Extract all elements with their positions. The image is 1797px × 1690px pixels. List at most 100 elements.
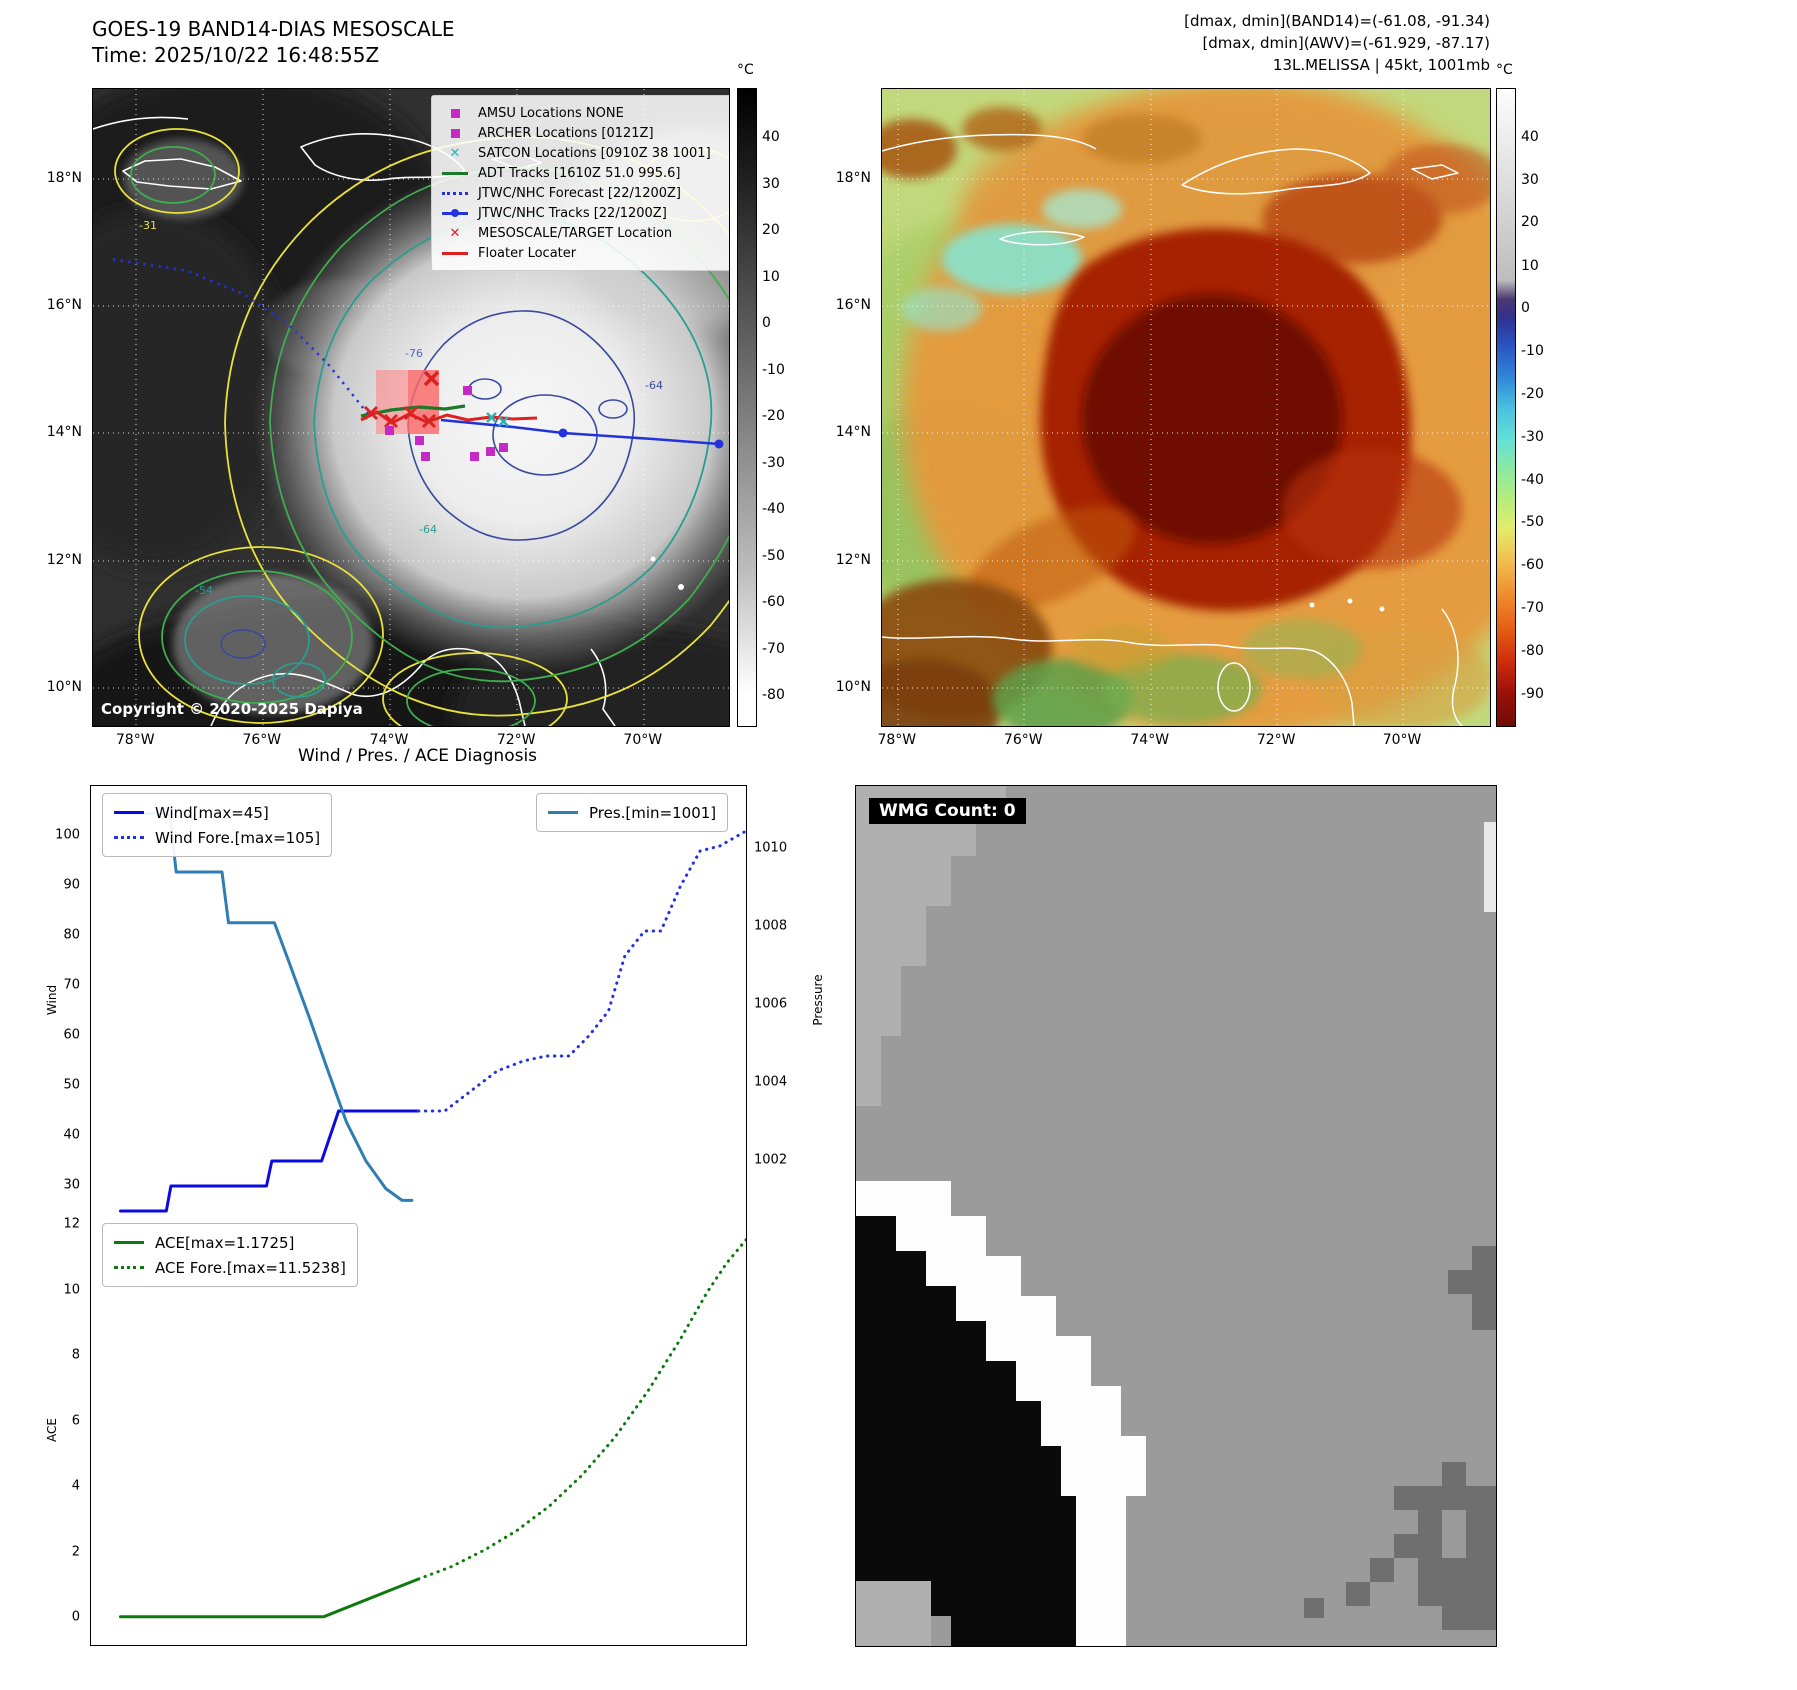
- band14-map: -31 -76 -64 -54 -64: [92, 88, 730, 727]
- lon-tick: 78°W: [877, 732, 917, 748]
- legend-item: Wind[max=45]: [114, 800, 320, 825]
- legend-item: Floater Locater: [440, 243, 729, 263]
- colorbar-tick: 30: [1521, 171, 1539, 188]
- band14-title: GOES-19 BAND14-DIAS MESOSCALE: [92, 17, 455, 41]
- legend-label: SATCON Locations [0910Z 38 1001]: [478, 145, 711, 161]
- chart-ytick: 1008: [754, 918, 788, 934]
- band14-time: Time: 2025/10/22 16:48:55Z: [92, 43, 380, 67]
- colorbar-tick: -40: [1521, 471, 1544, 488]
- lon-tick: 76°W: [242, 732, 282, 748]
- colorbar-tick: -60: [1521, 557, 1544, 574]
- edge-light-sliver: [1484, 822, 1496, 912]
- chart-ytick: 6: [71, 1413, 80, 1429]
- archer-square-markers-icon: [385, 386, 508, 461]
- pressure-legend: Pres.[min=1001]: [536, 793, 729, 832]
- lat-tick: 16°N: [835, 297, 871, 314]
- chart-ytick: 100: [55, 827, 80, 843]
- square-marker-icon: [440, 108, 470, 118]
- legend-label: JTWC/NHC Tracks [22/1200Z]: [478, 205, 667, 221]
- band14-colorbar-ticks: 40 30 20 10 0 -10 -20 -30 -40 -50 -60 -70 -80: [758, 88, 802, 725]
- svg-text:-64: -64: [645, 379, 663, 392]
- svg-text:-54: -54: [195, 584, 213, 597]
- legend-label: Pres.[min=1001]: [589, 803, 717, 822]
- line-dot-marker-icon: [440, 208, 470, 217]
- colorbar-tick: -30: [762, 454, 785, 471]
- colorbar-tick: 0: [1521, 300, 1530, 317]
- lon-tick: 72°W: [1256, 732, 1296, 748]
- band14-colorbar-unit: °C: [737, 62, 754, 78]
- chart-ytick: 70: [63, 977, 80, 993]
- colorbar-tick: -70: [762, 640, 785, 657]
- dmax-dmin-awv: [dmax, dmin](AWV)=(-61.929, -87.17): [1202, 34, 1490, 52]
- chart-ytick: 1002: [754, 1152, 788, 1168]
- svg-text:-31: -31: [139, 219, 157, 232]
- storm-id-intensity: 13L.MELISSA | 45kt, 1001mb: [1272, 56, 1490, 74]
- ace-chart: [90, 1215, 748, 1646]
- pressure-axis-label: Pressure: [811, 974, 825, 1026]
- legend-label: ACE Fore.[max=11.5238]: [155, 1258, 346, 1277]
- colorbar-tick: -10: [762, 361, 785, 378]
- lon-tick: 72°W: [496, 732, 536, 748]
- pressure-line-icon: [548, 810, 578, 815]
- series-ace-max-: [119, 1577, 420, 1619]
- colorbar-tick: 20: [762, 222, 780, 239]
- colorbar-tick: 40: [762, 129, 780, 146]
- diagnosis-title: Wind / Pres. / ACE Diagnosis: [297, 746, 538, 766]
- line-marker-icon: [440, 171, 470, 175]
- colorbar-tick: -50: [1521, 514, 1544, 531]
- awv-map: [881, 88, 1491, 727]
- chart-ytick: 40: [63, 1127, 80, 1143]
- lat-tick: 10°N: [46, 678, 82, 695]
- colorbar-tick: -70: [1521, 600, 1544, 617]
- colorbar-tick: 0: [762, 315, 771, 332]
- legend-label: JTWC/NHC Forecast [22/1200Z]: [478, 185, 681, 201]
- x-marker-icon: ✕: [449, 145, 461, 161]
- mesoscale-x-markers-icon: [363, 370, 440, 429]
- colorbar-tick: 30: [762, 175, 780, 192]
- ace-yticks: 0 2 4 6 8 10 12: [40, 1215, 86, 1645]
- awv-colorbar: [1496, 88, 1516, 727]
- legend-item: Pres.[min=1001]: [548, 800, 716, 825]
- series-wind-fore-max-: [417, 829, 748, 1113]
- legend-label: MESOSCALE/TARGET Location: [478, 225, 673, 241]
- dark-gray-patches: [1304, 1246, 1496, 1630]
- lat-tick: 18°N: [835, 169, 871, 186]
- colorbar-tick: 20: [1521, 214, 1539, 231]
- wmg-panel: WMG Count: 0: [855, 785, 1497, 1647]
- copyright-text: Copyright © 2020-2025 Dapiya: [101, 700, 363, 718]
- chart-ytick: 1006: [754, 996, 788, 1012]
- legend-item: ARCHER Locations [0121Z]: [440, 123, 729, 143]
- chart-ytick: 60: [63, 1027, 80, 1043]
- legend-label: ACE[max=1.1725]: [155, 1233, 295, 1252]
- awv-lat-axis: 18°N 16°N 14°N 12°N 10°N: [820, 88, 875, 725]
- legend-item: ✕ MESOSCALE/TARGET Location: [440, 223, 729, 243]
- lon-tick: 70°W: [1382, 732, 1422, 748]
- wind-pressure-plot: [119, 811, 748, 1213]
- series-wind-max-: [119, 1109, 420, 1213]
- lat-tick: 18°N: [46, 169, 82, 186]
- legend-label: AMSU Locations NONE: [478, 105, 624, 121]
- corner-light-patch: [856, 1581, 931, 1646]
- dotted-marker-icon: [440, 191, 470, 195]
- legend-item: JTWC/NHC Forecast [22/1200Z]: [440, 183, 729, 203]
- series-ace-fore-max-: [417, 1238, 748, 1581]
- series-pres-min-: [119, 811, 414, 1202]
- satcon-x-markers-icon: [486, 412, 509, 427]
- contour-value-labels: -31 -76 -64 -54 -64: [139, 219, 663, 597]
- legend-item: ✕ SATCON Locations [0910Z 38 1001]: [440, 143, 729, 163]
- colorbar-tick: -80: [762, 687, 785, 704]
- legend-item: ACE Fore.[max=11.5238]: [114, 1255, 346, 1280]
- jtwc-forecast-track: [110, 257, 370, 415]
- lat-tick: 12°N: [835, 552, 871, 569]
- legend-item: JTWC/NHC Tracks [22/1200Z]: [440, 203, 729, 223]
- legend-item: ACE[max=1.1725]: [114, 1230, 346, 1255]
- band14-colorbar: [737, 88, 757, 727]
- lon-tick: 70°W: [623, 732, 663, 748]
- lat-tick: 12°N: [46, 552, 82, 569]
- colorbar-tick: -60: [762, 594, 785, 611]
- lon-tick: 74°W: [1130, 732, 1170, 748]
- pressure-yticks: 1002 1004 1006 1008 1010: [748, 785, 798, 1215]
- ace-plot: [119, 1238, 748, 1619]
- awv-header: [dmax, dmin](BAND14)=(-61.08, -91.34) [d…: [1184, 10, 1490, 76]
